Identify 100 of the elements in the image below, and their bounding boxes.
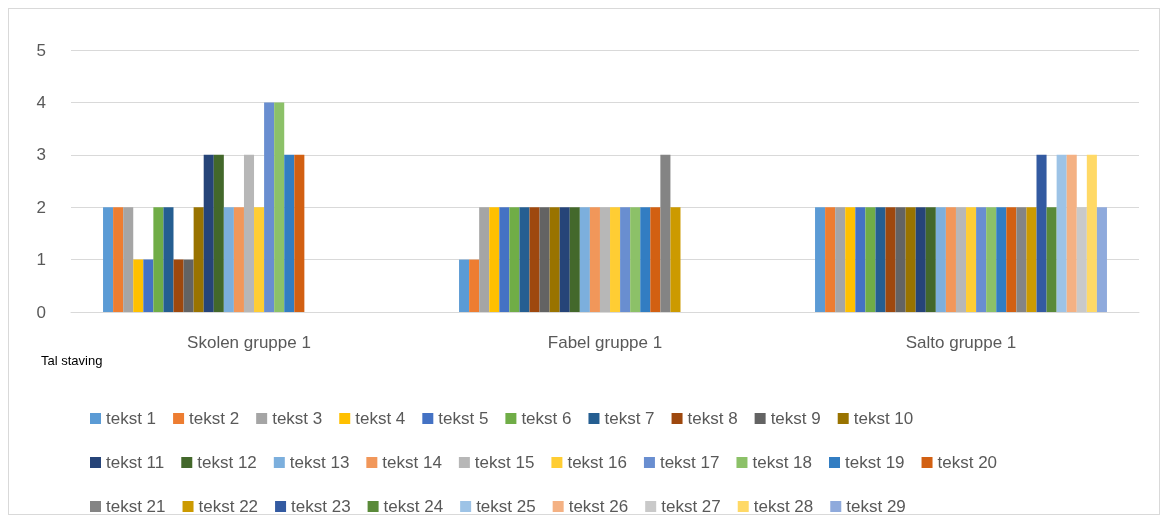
y-tick-label: 2 [36,197,46,217]
legend-label: tekst 18 [752,453,813,472]
legend-label: tekst 14 [382,453,442,472]
bar [1086,154,1097,312]
bar [1056,154,1067,312]
bar [489,207,500,312]
bar [203,154,214,312]
legend-label: tekst 6 [521,409,572,428]
legend-label: tekst 20 [937,453,998,472]
bar [529,207,540,312]
legend-label: tekst 28 [753,497,814,516]
bar [875,207,886,312]
bar [243,154,255,312]
bar [294,154,305,312]
legend-label: tekst 15 [474,453,535,472]
bar [519,207,530,312]
bar [996,207,1007,312]
legend-label: tekst 21 [106,497,166,516]
bar [640,207,651,312]
bar [274,102,285,312]
bar [610,207,621,312]
bar [153,207,164,312]
bar [459,259,470,312]
bar [670,207,681,312]
bar [539,207,550,312]
legend-label: tekst 4 [355,409,406,428]
bar [223,207,234,312]
bar [915,207,926,312]
y-tick-label: 4 [36,92,46,112]
bar [233,207,244,312]
bar [865,207,876,312]
y-tick-label: 0 [36,302,46,322]
bar [1006,207,1017,312]
bar [193,207,204,312]
bar [549,207,560,312]
bar [630,207,641,312]
legend-label: tekst 9 [770,409,821,428]
bar [254,207,265,312]
bar [835,207,846,312]
bar [1046,207,1057,312]
y-tick-label: 3 [36,145,46,165]
bar [955,207,967,312]
legend-label: tekst 26 [568,497,629,516]
bar [589,207,600,312]
bar [133,259,144,312]
x-tick-label: Salto gruppe 1 [905,333,1017,352]
bar [143,259,154,312]
y-tick-label: 5 [36,40,46,60]
legend-label: tekst 10 [853,409,914,428]
bar [650,207,661,312]
bar [945,207,956,312]
bar [264,102,275,312]
legend-label: tekst 19 [845,453,905,472]
legend-label: tekst 13 [289,453,350,472]
legend-label: tekst 1 [106,409,157,428]
legend-label: tekst 7 [604,409,655,428]
bar [469,259,480,312]
bar [509,207,520,312]
bar [103,207,114,312]
legend-label: tekst 2 [189,409,240,428]
legend-label: tekst 16 [567,453,627,472]
bar [660,154,671,312]
y-tick-label: 1 [36,250,46,270]
bar [569,207,580,312]
bar [1026,207,1037,312]
bar [559,207,570,312]
bar [815,207,826,312]
legend-label: tekst 24 [383,497,444,516]
x-tick-label: Skolen gruppe 1 [187,333,311,352]
bar [1036,154,1047,312]
bar [479,207,490,312]
bar [113,207,124,312]
legend-label: tekst 11 [106,453,165,472]
legend-label: tekst 29 [846,497,906,516]
bar [620,207,631,312]
bar [1076,207,1087,312]
bar [885,207,896,312]
bar [986,207,997,312]
bar [895,207,906,312]
text: Tal staving [41,353,103,368]
bar [976,207,987,312]
bar [499,207,510,312]
bar [173,259,184,312]
legend-label: tekst 12 [197,453,257,472]
bar [935,207,946,312]
bar [1096,207,1107,312]
x-tick-label: Fabel gruppe 1 [547,333,663,352]
bar [284,154,295,312]
bar [1016,207,1027,312]
legend-label: tekst 27 [661,497,721,516]
bar [925,207,936,312]
bar [213,154,224,312]
bar [966,207,977,312]
bar [123,207,134,312]
bar [825,207,836,312]
bar [163,207,174,312]
bar [905,207,916,312]
bar [855,207,866,312]
bar [599,207,611,312]
bar [183,259,194,312]
